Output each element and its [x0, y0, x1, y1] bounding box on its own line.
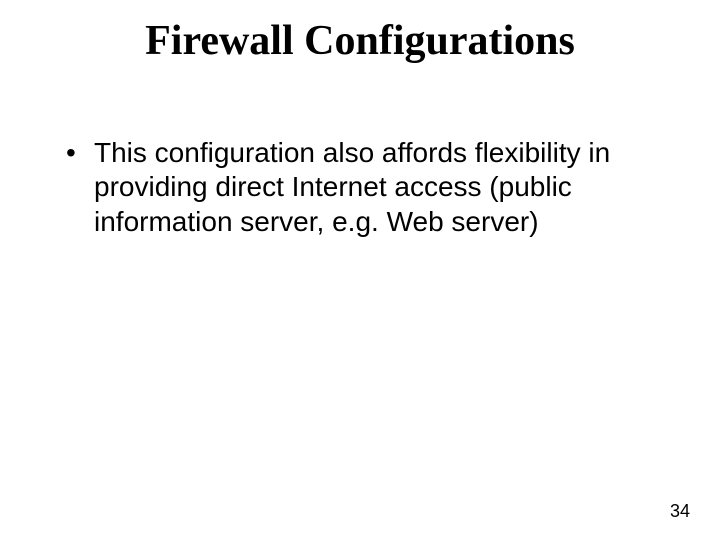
slide-title: Firewall Configurations — [50, 18, 670, 64]
bullet-list: This configuration also affords flexibil… — [50, 136, 670, 238]
bullet-item: This configuration also affords flexibil… — [66, 136, 670, 238]
page-number: 34 — [670, 501, 690, 522]
slide: Firewall Configurations This configurati… — [0, 0, 720, 540]
